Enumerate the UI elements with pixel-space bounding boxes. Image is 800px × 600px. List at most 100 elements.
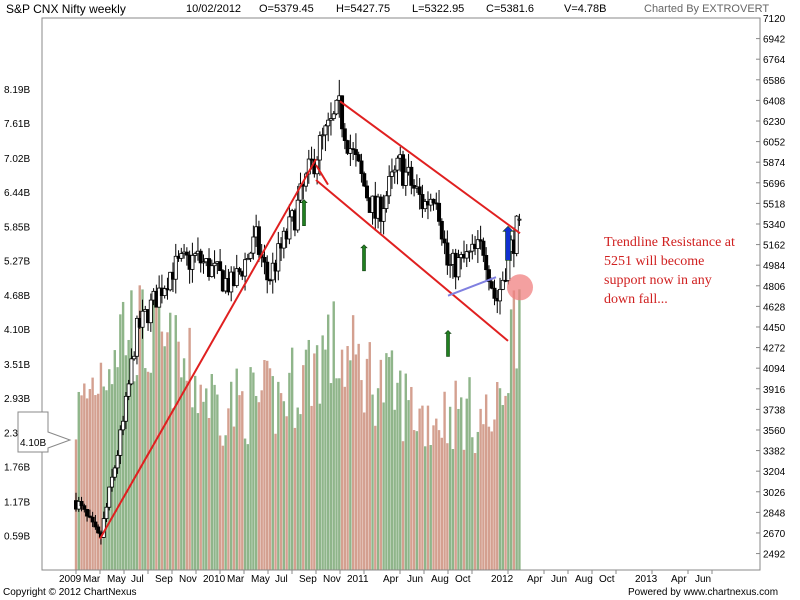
candle-body bbox=[500, 279, 505, 290]
time-tick-label: Jun bbox=[551, 574, 567, 585]
candle-body bbox=[237, 268, 242, 273]
volume-bar bbox=[243, 438, 247, 570]
volume-bar bbox=[285, 416, 288, 570]
volume-bar bbox=[482, 424, 485, 570]
candle bbox=[173, 243, 178, 294]
volume-bar bbox=[346, 346, 349, 570]
candle-body bbox=[387, 175, 392, 197]
candle bbox=[475, 230, 480, 264]
volume-bar bbox=[254, 395, 258, 570]
candle-body bbox=[395, 157, 400, 171]
annotation-line-4: down fall... bbox=[604, 292, 668, 307]
copyright-label: Copyright © 2012 ChartNexus bbox=[3, 587, 137, 598]
candle-body bbox=[168, 271, 173, 291]
volume-bar bbox=[310, 405, 313, 570]
volume-bar bbox=[457, 408, 460, 570]
candle-body bbox=[193, 253, 198, 256]
candle bbox=[123, 392, 128, 429]
volume-bar bbox=[290, 347, 294, 570]
candle-body bbox=[123, 395, 128, 422]
volume-bar bbox=[473, 453, 477, 570]
volume-bar bbox=[274, 433, 277, 570]
volume-bar bbox=[468, 377, 471, 570]
volume-bar bbox=[379, 359, 383, 570]
trendline-channel-bottom bbox=[315, 179, 509, 342]
volume-bar bbox=[351, 315, 355, 570]
candle bbox=[287, 204, 292, 245]
candle bbox=[492, 279, 497, 306]
candle bbox=[328, 102, 333, 136]
volume-bar bbox=[196, 413, 200, 570]
chart-title: S&P CNX Nifty weekly bbox=[6, 2, 126, 16]
volume-bar bbox=[426, 405, 430, 570]
candle-body bbox=[431, 198, 436, 204]
volume-bar bbox=[169, 312, 172, 570]
candle-body bbox=[243, 259, 248, 277]
volume-bar bbox=[332, 301, 335, 570]
volume-bar bbox=[460, 397, 463, 570]
candle bbox=[245, 253, 250, 261]
volume-bar bbox=[102, 386, 105, 570]
high-value: H=5427.75 bbox=[336, 3, 391, 15]
volume-bar bbox=[512, 290, 516, 570]
volume-bar bbox=[415, 431, 419, 570]
candle bbox=[486, 265, 491, 291]
volume-bar bbox=[210, 374, 213, 570]
price-tick-label: 2848 bbox=[763, 508, 786, 519]
candle bbox=[87, 509, 92, 519]
volume-bar bbox=[141, 289, 144, 570]
candle-body bbox=[201, 261, 206, 264]
candle bbox=[190, 242, 195, 283]
volume-bar bbox=[149, 372, 153, 570]
time-tick-label: Jul bbox=[275, 574, 288, 585]
volume-tick-label: 4.68B bbox=[4, 291, 30, 302]
volume-bar bbox=[440, 437, 444, 570]
time-tick-label: 2011 bbox=[347, 574, 369, 585]
volume-bar bbox=[260, 390, 263, 570]
candle bbox=[234, 254, 239, 288]
candle-body bbox=[478, 239, 483, 242]
candle bbox=[326, 112, 331, 142]
volume-bar bbox=[374, 425, 377, 570]
candle-body bbox=[281, 230, 286, 249]
up-arrow-icon bbox=[502, 225, 514, 261]
candle-body bbox=[464, 251, 469, 259]
volume-bar bbox=[448, 406, 452, 570]
volume-bar bbox=[349, 360, 352, 570]
candle-body bbox=[209, 265, 214, 277]
time-tick-label: 2009 bbox=[59, 574, 82, 585]
volume-bar bbox=[213, 384, 216, 570]
candle-body bbox=[248, 252, 253, 259]
volume-bar bbox=[127, 339, 130, 570]
volume-bar bbox=[432, 425, 435, 570]
price-tick-label: 6408 bbox=[763, 96, 786, 107]
price-tick-label: 5874 bbox=[763, 158, 786, 169]
volume-bar bbox=[365, 358, 369, 570]
candle-body bbox=[389, 171, 394, 177]
time-tick-label: Apr bbox=[527, 574, 543, 585]
volume-bar bbox=[199, 384, 202, 570]
volume-bar bbox=[490, 431, 493, 570]
charted-by-label: Charted By EXTROVERT bbox=[644, 3, 770, 15]
volume-bar bbox=[340, 349, 344, 570]
volume-tick-label: 3.51B bbox=[4, 360, 30, 371]
volume-bar bbox=[399, 370, 402, 570]
volume-bar bbox=[138, 285, 141, 570]
candle-body bbox=[345, 140, 350, 154]
candle-body bbox=[267, 279, 272, 282]
candle-body bbox=[198, 250, 203, 264]
candle-body bbox=[448, 264, 453, 266]
volume-bar bbox=[152, 300, 155, 570]
candle-body bbox=[121, 420, 126, 431]
volume-axis: 8.19B 7.61B 7.02B 6.44B 5.85B 5.27B 4.68B 4.10B… bbox=[4, 85, 30, 542]
candle bbox=[112, 465, 117, 481]
candle bbox=[107, 486, 112, 511]
price-tick-label: 6764 bbox=[763, 55, 786, 66]
volume-bar bbox=[246, 444, 250, 570]
date-label: 10/02/2012 bbox=[186, 3, 242, 15]
volume-bar bbox=[185, 380, 189, 570]
volume-bar bbox=[390, 350, 394, 570]
volume-bar bbox=[360, 380, 363, 570]
price-tick-label: 7120 bbox=[763, 14, 786, 25]
volume-bar bbox=[130, 290, 133, 570]
